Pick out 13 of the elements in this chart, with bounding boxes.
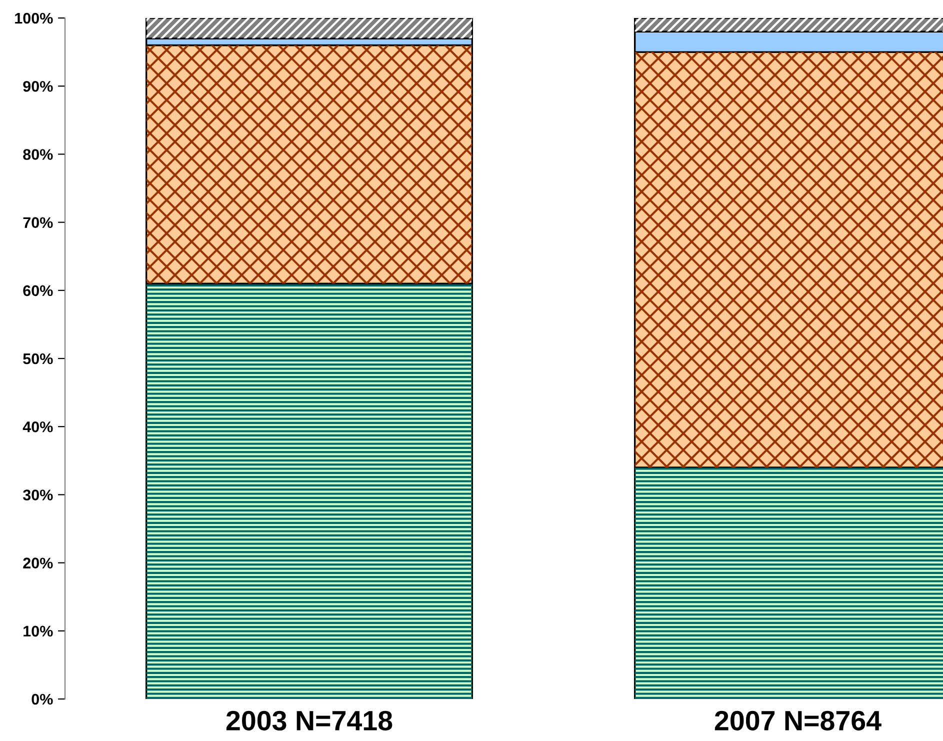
y-tick-label: 30%	[22, 490, 53, 500]
y-tick-label: 80%	[23, 149, 53, 160]
y-tick-label: 50%	[23, 353, 53, 364]
y-tick-label: 100%	[15, 12, 53, 24]
y-tick-label: 20%	[23, 558, 53, 568]
x-tick-label: 2003 N=7418	[226, 710, 392, 731]
y-tick-label: 10%	[24, 626, 53, 637]
y-tick-label: 70%	[23, 217, 53, 228]
y-tick-label: 60%	[23, 285, 53, 296]
x-tick-label: 2007 N=8764	[714, 710, 882, 731]
y-tick-label: 0%	[32, 694, 53, 705]
y-tick-label: 40%	[22, 421, 53, 432]
y-tick-label: 90%	[23, 80, 53, 92]
